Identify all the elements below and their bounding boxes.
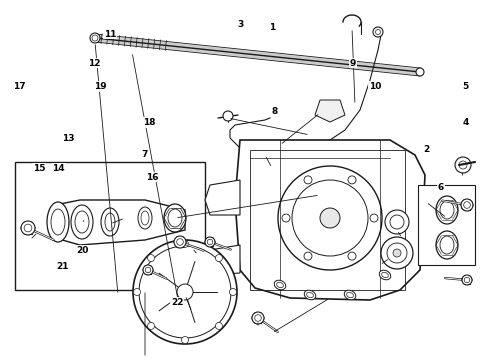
Ellipse shape	[47, 202, 69, 242]
Ellipse shape	[101, 208, 119, 236]
Ellipse shape	[436, 231, 458, 259]
Circle shape	[282, 214, 290, 222]
Text: 17: 17	[13, 82, 26, 91]
Circle shape	[205, 237, 215, 247]
Text: 10: 10	[368, 82, 381, 91]
Text: 6: 6	[438, 183, 444, 192]
Text: 16: 16	[146, 173, 158, 181]
Polygon shape	[50, 200, 185, 245]
Circle shape	[90, 33, 100, 43]
Circle shape	[381, 237, 413, 269]
Polygon shape	[205, 245, 240, 275]
Circle shape	[393, 249, 401, 257]
Circle shape	[348, 252, 356, 260]
Circle shape	[133, 288, 141, 296]
Circle shape	[216, 323, 222, 329]
Ellipse shape	[379, 270, 391, 280]
Text: 4: 4	[462, 118, 469, 127]
Circle shape	[181, 337, 189, 343]
Circle shape	[174, 236, 186, 248]
Text: 15: 15	[33, 164, 46, 173]
Circle shape	[348, 176, 356, 184]
Text: 3: 3	[237, 20, 243, 29]
Ellipse shape	[304, 290, 316, 300]
Text: 5: 5	[463, 82, 468, 91]
Circle shape	[143, 265, 153, 275]
Circle shape	[461, 199, 473, 211]
Ellipse shape	[274, 280, 286, 290]
Bar	[15, 162, 205, 290]
Circle shape	[133, 240, 237, 344]
Text: 12: 12	[88, 58, 100, 68]
Text: 20: 20	[76, 246, 89, 255]
Circle shape	[320, 208, 340, 228]
Circle shape	[229, 288, 237, 296]
Polygon shape	[315, 100, 345, 122]
Circle shape	[278, 166, 382, 270]
Circle shape	[252, 312, 264, 324]
Circle shape	[21, 221, 35, 235]
Ellipse shape	[164, 204, 186, 232]
Ellipse shape	[71, 205, 93, 239]
Text: 8: 8	[271, 107, 277, 116]
Circle shape	[223, 111, 233, 121]
Bar	[250, 150, 405, 290]
Bar	[418, 185, 475, 265]
Circle shape	[304, 252, 312, 260]
Circle shape	[385, 210, 409, 234]
Circle shape	[216, 255, 222, 262]
Text: 22: 22	[171, 298, 184, 307]
Circle shape	[304, 176, 312, 184]
Circle shape	[416, 68, 424, 76]
Ellipse shape	[344, 290, 356, 300]
Ellipse shape	[138, 207, 152, 229]
Polygon shape	[235, 140, 425, 300]
Text: 11: 11	[104, 30, 117, 39]
Text: 14: 14	[52, 164, 65, 173]
Circle shape	[177, 284, 193, 300]
Circle shape	[181, 240, 189, 248]
Circle shape	[262, 147, 274, 159]
Circle shape	[373, 27, 383, 37]
Circle shape	[462, 275, 472, 285]
Text: 9: 9	[349, 58, 356, 68]
Text: 7: 7	[141, 150, 148, 159]
Text: 2: 2	[423, 145, 429, 154]
Text: 18: 18	[143, 118, 156, 127]
Text: 13: 13	[62, 134, 75, 143]
Circle shape	[370, 214, 378, 222]
Circle shape	[455, 157, 471, 173]
Ellipse shape	[436, 196, 458, 224]
Polygon shape	[205, 180, 240, 215]
Text: 19: 19	[94, 82, 107, 91]
Circle shape	[147, 255, 154, 262]
Text: 1: 1	[269, 22, 275, 31]
Circle shape	[147, 323, 154, 329]
Text: 21: 21	[56, 262, 69, 271]
